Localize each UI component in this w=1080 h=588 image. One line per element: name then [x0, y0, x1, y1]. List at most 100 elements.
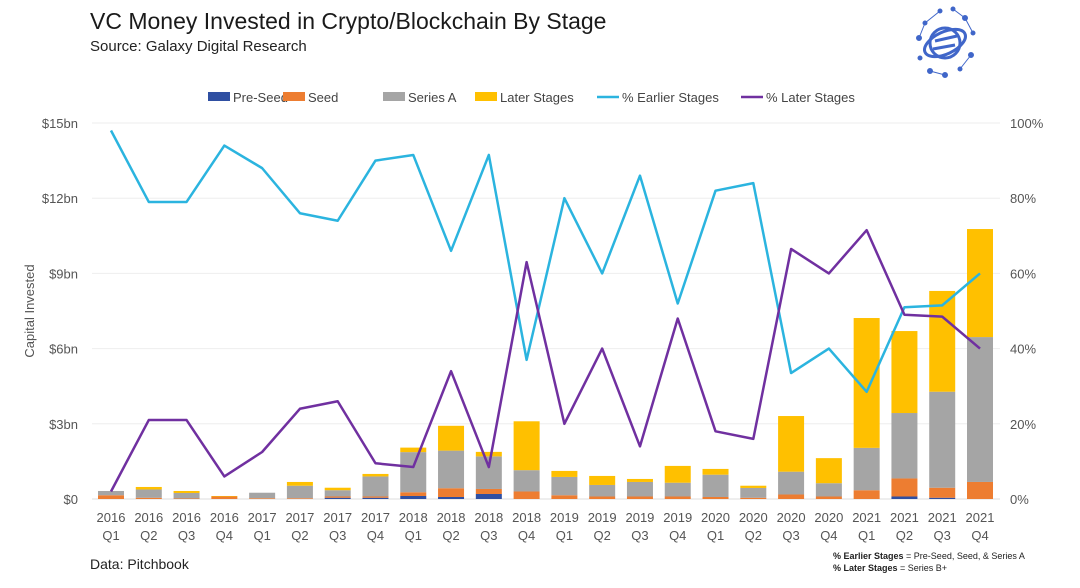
bar-series-a: [438, 450, 465, 489]
bar-seed: [173, 498, 200, 499]
x-tick-year: 2020: [701, 510, 730, 525]
x-tick-quarter: Q4: [216, 528, 233, 543]
note-later-term: % Later Stages: [833, 563, 898, 573]
bar-seed: [929, 487, 956, 498]
bar-pre-seed: [400, 495, 427, 499]
y-tick-label: $0: [64, 492, 78, 507]
x-tick-quarter: Q2: [896, 528, 913, 543]
bar-later-stages: [211, 495, 238, 497]
x-tick-year: 2016: [134, 510, 163, 525]
x-tick-quarter: Q4: [820, 528, 837, 543]
bar-seed: [778, 494, 805, 499]
bar-later-stages: [664, 465, 691, 483]
bar-seed: [551, 495, 578, 499]
x-tick-year: 2019: [663, 510, 692, 525]
bar-later-stages: [324, 487, 351, 491]
bar-later-stages: [135, 486, 162, 490]
chart-subtitle: Source: Galaxy Digital Research: [90, 38, 307, 55]
x-tick-quarter: Q3: [329, 528, 346, 543]
bar-series-a: [929, 391, 956, 488]
y-tick-label: $12bn: [42, 191, 78, 206]
legend-label: % Earlier Stages: [622, 90, 719, 105]
bar-series-a: [967, 337, 993, 482]
bar-pre-seed: [475, 493, 502, 499]
bar-seed: [626, 496, 653, 499]
bar-pre-seed: [324, 497, 351, 499]
bar-series-a: [400, 452, 427, 493]
bar-later-stages: [929, 290, 956, 392]
x-tick-quarter: Q2: [745, 528, 762, 543]
x-tick-quarter: Q4: [518, 528, 535, 543]
note-earlier-term: % Earlier Stages: [833, 551, 904, 561]
line--earlier-stages: [109, 129, 981, 394]
bar-later-stages: [702, 468, 729, 475]
x-tick-quarter: Q4: [971, 528, 988, 543]
y2-tick-label: 40%: [1010, 342, 1036, 357]
legend-swatch: [283, 92, 305, 101]
x-tick-quarter: Q3: [782, 528, 799, 543]
x-tick-year: 2019: [625, 510, 654, 525]
bar-series-a: [513, 470, 540, 492]
bar-series-a: [702, 474, 729, 497]
y-tick-label: $15bn: [42, 116, 78, 131]
x-tick-quarter: Q2: [291, 528, 308, 543]
x-tick-quarter: Q1: [253, 528, 270, 543]
x-tick-year: 2020: [739, 510, 768, 525]
bar-seed: [475, 488, 502, 494]
note-later-def: = Series B+: [897, 563, 948, 573]
bar-series-a: [853, 447, 880, 491]
bar-seed: [135, 497, 162, 499]
bar-seed: [249, 498, 276, 499]
y2-tick-label: 80%: [1010, 191, 1036, 206]
x-tick-quarter: Q4: [669, 528, 686, 543]
bar-later-stages: [438, 425, 465, 451]
x-tick-quarter: Q1: [556, 528, 573, 543]
bar-later-stages: [891, 331, 918, 414]
bar-seed: [891, 478, 918, 497]
x-tick-year: 2021: [890, 510, 919, 525]
bar-seed: [853, 490, 880, 499]
bar-seed: [664, 496, 691, 499]
definitions-note: % Earlier Stages = Pre-Seed, Seed, & Ser…: [833, 550, 1025, 574]
bar-series-a: [778, 471, 805, 495]
bar-later-stages: [286, 481, 313, 486]
legend-swatch: [475, 92, 497, 101]
x-tick-year: 2018: [512, 510, 541, 525]
bar-pre-seed: [929, 497, 956, 499]
x-tick-year: 2020: [777, 510, 806, 525]
bar-seed: [513, 491, 540, 499]
x-tick-year: 2016: [97, 510, 126, 525]
legend-swatch: [208, 92, 230, 101]
x-tick-year: 2019: [588, 510, 617, 525]
bar-series-a: [98, 490, 124, 496]
x-tick-year: 2021: [928, 510, 957, 525]
data-source-note: Data: Pitchbook: [90, 556, 189, 572]
x-tick-quarter: Q1: [707, 528, 724, 543]
bar-series-a: [626, 481, 653, 497]
y-tick-label: $9bn: [49, 266, 78, 281]
bar-seed: [400, 492, 427, 496]
x-tick-year: 2017: [361, 510, 390, 525]
x-tick-quarter: Q1: [102, 528, 119, 543]
x-tick-year: 2017: [323, 510, 352, 525]
legend-item: Pre-Seed: [208, 90, 288, 105]
y2-tick-label: 20%: [1010, 417, 1036, 432]
bar-seed: [362, 496, 389, 498]
line--later-stages: [109, 228, 981, 493]
x-tick-quarter: Q2: [594, 528, 611, 543]
note-earlier-def: = Pre-Seed, Seed, & Series A: [903, 551, 1025, 561]
bar-seed: [702, 496, 729, 499]
x-tick-quarter: Q1: [405, 528, 422, 543]
bar-later-stages: [513, 421, 540, 471]
bar-series-a: [286, 485, 313, 499]
bar-later-stages: [967, 229, 993, 338]
bar-pre-seed: [891, 496, 918, 499]
x-tick-year: 2016: [210, 510, 239, 525]
bar-pre-seed: [362, 497, 389, 499]
legend-item: Seed: [283, 90, 338, 105]
chart-title: VC Money Invested in Crypto/Blockchain B…: [90, 8, 607, 34]
x-tick-year: 2017: [285, 510, 314, 525]
bar-later-stages: [589, 475, 616, 485]
bar-series-a: [362, 476, 389, 497]
bar-seed: [98, 495, 124, 499]
